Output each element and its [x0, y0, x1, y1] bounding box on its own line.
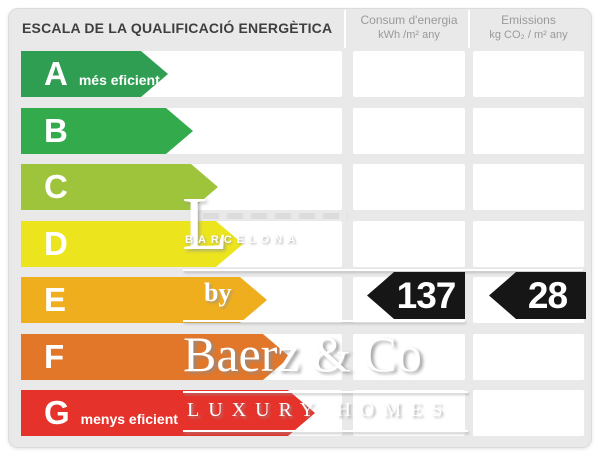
rating-label: menys eficient	[80, 411, 178, 427]
rating-arrow-b: B	[21, 108, 193, 154]
emissions-column-header: Emissions kg CO₂ / m² any	[470, 13, 587, 42]
row-g-consumption-cell	[353, 390, 465, 436]
rating-arrow-g: G menys eficient	[21, 390, 315, 436]
rating-letter: F	[44, 338, 65, 375]
row-c-emissions-cell	[473, 164, 584, 210]
emissions-value: 28	[527, 274, 568, 316]
rating-row-c: C	[0, 164, 600, 210]
rating-letter: D	[44, 225, 68, 262]
rating-letter: G	[44, 394, 70, 431]
rating-arrow-f: F	[21, 334, 290, 380]
rating-letter: E	[44, 281, 67, 318]
row-f-consumption-cell	[353, 334, 465, 380]
header-divider-right	[468, 10, 470, 48]
rating-arrow-e: E	[21, 277, 267, 323]
consumption-column-header: Consum d'energia kWh /m² any	[350, 13, 468, 42]
consumption-header-title: Consum d'energia	[360, 13, 458, 27]
emissions-header-title: Emissions	[501, 13, 556, 27]
row-g-emissions-cell	[473, 390, 584, 436]
rating-arrow-c: C	[21, 164, 218, 210]
rating-label: més eficient	[78, 72, 160, 88]
rating-row-f: F	[0, 334, 600, 380]
row-a-emissions-cell	[473, 51, 584, 97]
page-title: ESCALA DE LA QUALIFICACIÓ ENERGÈTICA	[22, 20, 333, 36]
row-a-consumption-cell	[353, 51, 465, 97]
row-d-emissions-cell	[473, 221, 584, 267]
rating-arrow-a: A més eficient	[21, 51, 168, 97]
rating-row-d: D	[0, 221, 600, 267]
row-b-consumption-cell	[353, 108, 465, 154]
consumption-header-units: kWh /m² any	[378, 29, 440, 41]
rating-row-a: A més eficient	[0, 51, 600, 97]
rating-row-b: B	[0, 108, 600, 154]
rating-letter: A	[44, 55, 68, 92]
row-f-emissions-cell	[473, 334, 584, 380]
rating-letter: B	[44, 112, 68, 149]
emissions-header-units: kg CO₂ / m² any	[489, 29, 568, 41]
row-b-emissions-cell	[473, 108, 584, 154]
rating-arrow-d: D	[21, 221, 243, 267]
header-divider-left	[344, 10, 346, 48]
rating-row-g: G menys eficient	[0, 390, 600, 436]
row-d-consumption-cell	[353, 221, 465, 267]
rating-letter: C	[44, 168, 68, 205]
consumption-value: 137	[396, 274, 457, 316]
row-c-consumption-cell	[353, 164, 465, 210]
